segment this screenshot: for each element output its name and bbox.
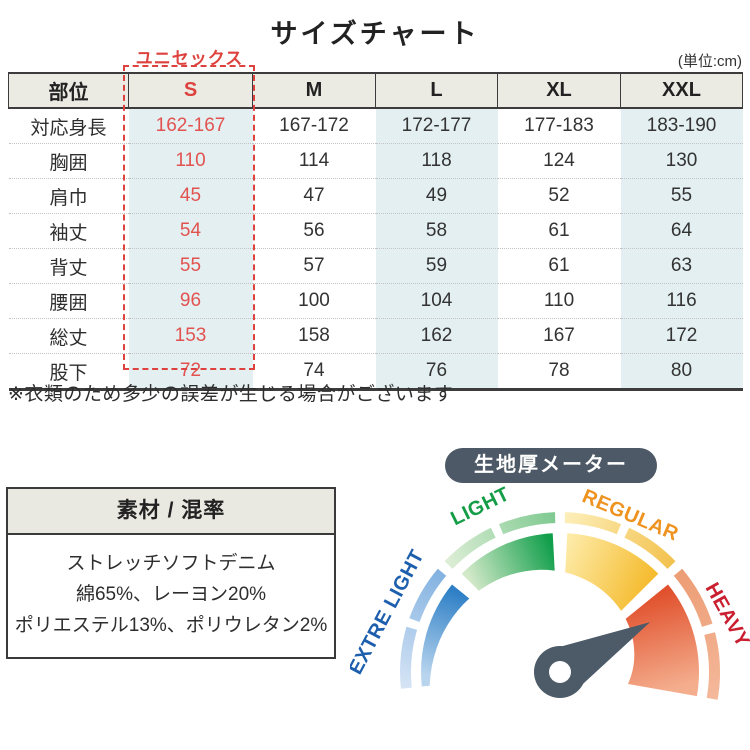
column-header-xxl: XXL: [620, 72, 743, 109]
gauge-ring-extre-light-0: [400, 626, 418, 689]
row-label: 対応身長: [30, 117, 107, 139]
gauge-wedge-heavy: [625, 584, 700, 697]
table-row: 胸囲 110 114 118 124 130: [8, 143, 743, 179]
gauge-wedge-regular: [565, 533, 659, 611]
size-value: 100: [252, 283, 376, 319]
size-value: 96: [128, 283, 253, 319]
gauge-ring-heavy-0: [673, 568, 713, 627]
size-value: 172: [620, 318, 743, 354]
row-label: 胸囲: [8, 143, 129, 179]
size-value: 72: [128, 353, 253, 391]
size-value: 52: [497, 178, 621, 214]
size-value: 76: [375, 353, 498, 391]
gauge-wedge-light: [461, 533, 555, 591]
size-value: 114: [252, 143, 376, 179]
size-value: 59: [375, 248, 498, 284]
size-value: 172-177: [375, 108, 498, 144]
size-value: 63: [620, 248, 743, 284]
table-row: 背丈 55 57 59 61 63: [8, 248, 743, 284]
column-header-xl: XL: [497, 72, 621, 109]
size-value: 64: [620, 213, 743, 249]
size-value: 55: [128, 248, 253, 284]
table-row: 対応身長 162-167 167-172 172-177 177-183 183-190: [9, 108, 743, 144]
size-value: 110: [128, 143, 253, 179]
gauge-ring-heavy-1: [704, 632, 721, 700]
size-value: 45: [128, 178, 253, 214]
gauge-ring-light-0: [444, 527, 496, 569]
size-value: 55: [620, 178, 743, 214]
size-value: 74: [252, 353, 376, 391]
size-value: 110: [497, 283, 621, 319]
gauge-ring-regular-0: [564, 512, 621, 535]
row-label: 股下: [8, 353, 129, 391]
size-value: 54: [128, 213, 253, 249]
table-row: 肩巾 45 47 49 52 55: [8, 178, 743, 214]
size-value: 183-190: [620, 108, 743, 144]
gauge-ring-regular-1: [624, 527, 676, 569]
material-box-header: 素材 / 混率: [8, 489, 334, 535]
row-label: 背丈: [8, 248, 129, 284]
gauge-ring-light-1: [499, 512, 556, 535]
gauge-title-pill: 生地厚メーター: [445, 448, 657, 483]
size-value: 130: [620, 143, 743, 179]
size-table: 部位 S M L XL XXL 対応身長 162-167 167-172 172-177 177-…: [8, 72, 743, 391]
size-value: 167-172: [279, 115, 349, 136]
page-title: サイズチャート: [270, 19, 480, 49]
column-header-m: M: [252, 72, 376, 109]
fabric-thickness-meter: EXTRE LIGHT LIGHT REGULAR HEAVY 生地厚メーター: [350, 440, 750, 750]
column-header-l: L: [375, 72, 498, 109]
size-value: 118: [375, 143, 498, 179]
size-value: 104: [375, 283, 498, 319]
size-value: 177-183: [524, 115, 594, 136]
table-row: 袖丈 54 56 58 61 64: [8, 213, 743, 249]
table-row: 股下 72 74 76 78 80: [8, 353, 743, 391]
row-label: 腰囲: [8, 283, 129, 319]
material-box: 素材 / 混率 ストレッチソフトデニム 綿65%、レーヨン20% ポリエステル13%…: [6, 487, 336, 659]
size-value: 167: [497, 318, 621, 354]
size-value: 124: [497, 143, 621, 179]
size-value: 61: [497, 248, 621, 284]
size-value: 58: [375, 213, 498, 249]
unisex-label: ユニセックス: [135, 49, 244, 68]
size-value: 57: [252, 248, 376, 284]
size-value: 47: [252, 178, 376, 214]
size-value: 61: [497, 213, 621, 249]
size-value: 49: [375, 178, 498, 214]
size-value: 80: [620, 353, 743, 391]
size-value: 162: [375, 318, 498, 354]
table-row: 腰囲 96 100 104 110 116: [8, 283, 743, 319]
gauge-wedge-extre-light: [421, 584, 470, 687]
material-line: 綿65%、レーヨン20%: [75, 584, 267, 605]
gauge-ring-extre-light-1: [409, 568, 447, 622]
size-value: 162-167: [128, 108, 253, 144]
size-value: 116: [620, 283, 743, 319]
size-table-body: 対応身長 162-167 167-172 172-177 177-183 183-190 胸…: [8, 108, 743, 391]
table-row: 総丈 153 158 162 167 172: [8, 318, 743, 354]
row-label: 肩巾: [8, 178, 129, 214]
material-line: ストレッチソフトデニム: [66, 553, 276, 574]
size-table-header-row: 部位 S M L XL XXL: [8, 72, 743, 109]
row-label: 総丈: [8, 318, 129, 354]
gauge-needle-hub-hole: [549, 661, 571, 683]
size-value: 158: [252, 318, 376, 354]
size-value: 78: [497, 353, 621, 391]
column-header-s: S: [128, 72, 253, 109]
disclaimer-note: ※衣類のため多少の誤差が生じる場合がございます: [8, 384, 454, 405]
size-value: 153: [128, 318, 253, 354]
material-lines: ストレッチソフトデニム 綿65%、レーヨン20% ポリエステル13%、ポリウレタン2…: [8, 535, 334, 657]
unit-label: (単位:cm): [677, 53, 742, 70]
column-header-parts: 部位: [8, 72, 129, 109]
size-value: 56: [252, 213, 376, 249]
row-label: 袖丈: [8, 213, 129, 249]
material-line: ポリエステル13%、ポリウレタン2%: [14, 615, 328, 636]
